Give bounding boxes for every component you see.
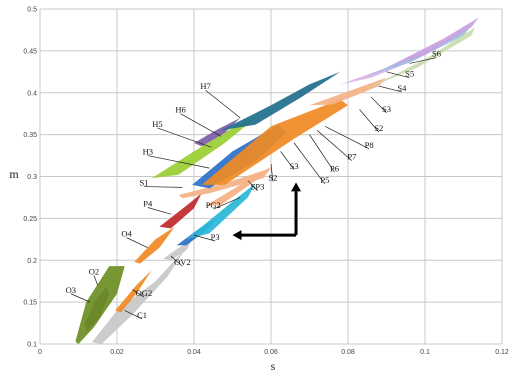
- x-tick-label: 0.06: [264, 349, 278, 356]
- y-tick-label: 0.4: [27, 90, 37, 97]
- region-label: S4: [397, 83, 407, 93]
- region-label: P7: [347, 152, 356, 162]
- leader-line: [71, 294, 90, 302]
- region-labels: O3 O2 C1 OG2 O4 OV2 P3 PG2 P4 S1 SP3 H3 H5 H6 H7 S2 S3 P5…: [66, 49, 441, 320]
- y-tick-label: 0.25: [23, 216, 37, 223]
- region-label: S2: [268, 173, 277, 183]
- region-label: S3: [382, 104, 391, 114]
- region-label: P4: [143, 198, 153, 208]
- arrow-head-1: [291, 182, 301, 191]
- region-label: S2: [374, 123, 383, 133]
- x-tick-label: 0.04: [187, 349, 201, 356]
- region-label: OV2: [174, 257, 191, 267]
- region-label: O3: [66, 285, 76, 295]
- y-axis-title: m: [9, 167, 19, 181]
- y-tick-labels: 0.1 0.15 0.2 0.25 0.3 0.35 0.4 0.45 0.5: [23, 7, 37, 349]
- leader-line: [127, 238, 148, 248]
- leader-line: [325, 126, 369, 149]
- x-tick-label: 0.08: [341, 349, 355, 356]
- region-label: PG2: [206, 200, 221, 210]
- x-tick-label: 0.1: [420, 349, 430, 356]
- leader-line: [94, 275, 98, 285]
- y-tick-label: 0.35: [23, 132, 37, 139]
- y-tick-label: 0.2: [27, 258, 37, 265]
- region-label: OG2: [136, 288, 153, 298]
- region-p4: [159, 193, 201, 228]
- region-label: SP3: [251, 182, 265, 192]
- region-s6: [387, 17, 479, 67]
- leader-line: [157, 128, 211, 147]
- x-axis-title: s: [271, 359, 276, 373]
- region-label: P6: [330, 163, 339, 173]
- region-label: C1: [137, 310, 147, 320]
- x-tick-label: 0: [38, 349, 42, 356]
- region-label: H7: [200, 81, 210, 91]
- region-label: P3: [211, 232, 220, 242]
- region-label: S6: [432, 49, 441, 59]
- region-label: H3: [143, 147, 153, 157]
- region-label: S3: [290, 161, 299, 171]
- y-tick-label: 0.5: [27, 7, 37, 14]
- region-label: P8: [365, 140, 374, 150]
- leader-line: [181, 114, 221, 137]
- y-tick-label: 0.45: [23, 48, 37, 55]
- region-label: H5: [152, 119, 162, 129]
- y-tick-label: 0.15: [23, 300, 37, 307]
- x-tick-labels: 0 0.02 0.04 0.06 0.08 0.1 0.12: [38, 349, 509, 356]
- region-label: S1: [139, 178, 148, 188]
- region-label: S5: [405, 69, 414, 79]
- y-tick-label: 0.1: [27, 342, 37, 349]
- arrow-head-0: [233, 230, 242, 240]
- leader-line: [206, 90, 241, 118]
- arrows: [233, 182, 302, 240]
- x-tick-label: 0.12: [495, 349, 509, 356]
- leader-line: [144, 187, 183, 188]
- y-tick-label: 0.3: [27, 174, 37, 181]
- x-tick-label: 0.02: [110, 349, 124, 356]
- region-label: O2: [89, 266, 99, 276]
- region-label: P5: [320, 175, 329, 185]
- region-label: O4: [121, 229, 132, 239]
- region-label: H6: [175, 105, 185, 115]
